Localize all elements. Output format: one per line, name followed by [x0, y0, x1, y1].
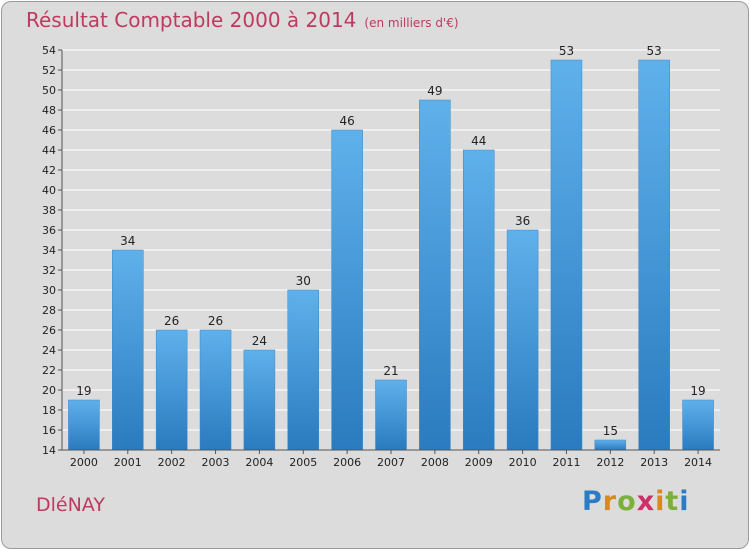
y-tick-label-52: 52	[42, 64, 56, 77]
x-tick-label-2013: 2013	[640, 456, 668, 469]
bar-2006	[331, 129, 363, 451]
value-label-2002: 26	[164, 314, 179, 328]
x-tick-label-2012: 2012	[596, 456, 624, 469]
x-tick-label-2007: 2007	[377, 456, 405, 469]
y-tick-label-42: 42	[42, 164, 56, 177]
logo-letter: o	[617, 486, 637, 517]
bar-2005	[287, 289, 320, 451]
bar-2013	[638, 59, 670, 451]
y-tick-label-30: 30	[42, 284, 56, 297]
logo-letter: x	[636, 486, 656, 517]
y-tick-label-46: 46	[42, 124, 56, 137]
y-tick-label-54: 54	[42, 44, 56, 57]
y-tick-label-34: 34	[42, 244, 56, 257]
x-tick-label-2011: 2011	[552, 456, 580, 469]
proxiti-logo: Proxiti	[582, 486, 690, 517]
y-tick-label-24: 24	[42, 344, 56, 357]
commune-name: DléNAY	[36, 494, 105, 516]
x-tick-label-2003: 2003	[202, 456, 230, 469]
bar-2007	[375, 379, 407, 451]
logo-letter: r	[602, 486, 618, 517]
value-label-2004: 24	[252, 334, 267, 348]
x-tick-label-2000: 2000	[70, 456, 98, 469]
y-tick-label-36: 36	[42, 224, 56, 237]
value-label-2000: 19	[76, 384, 91, 398]
y-tick-label-20: 20	[42, 384, 56, 397]
axes: 14 16 18 20 22 24 26 28 30 32 34 36 38 40 42 44 46 48 50 52…	[42, 44, 720, 469]
x-tick-label-2010: 2010	[509, 456, 537, 469]
bar-2010	[506, 229, 539, 451]
x-tick-label-2001: 2001	[114, 456, 142, 469]
chart-unit: (en milliers d'€)	[364, 16, 459, 30]
value-label-2009: 44	[471, 134, 486, 148]
x-tick-label-2014: 2014	[684, 456, 712, 469]
value-label-2006: 46	[339, 114, 354, 128]
y-tick-label-22: 22	[42, 364, 56, 377]
logo-letter: i	[679, 486, 690, 517]
y-tick-label-26: 26	[42, 324, 56, 337]
y-tick-label-48: 48	[42, 104, 56, 117]
bar-2012	[594, 439, 627, 451]
value-label-2001: 34	[120, 234, 135, 248]
bar-2002	[155, 329, 188, 451]
bars: 19 34 26 26 24 30 46 21 49 44 36 53 15 53 19	[68, 44, 714, 451]
x-tick-label-2008: 2008	[421, 456, 449, 469]
value-label-2013: 53	[647, 44, 662, 58]
bar-2014	[682, 399, 714, 451]
value-label-2005: 30	[296, 274, 311, 288]
logo-letter: P	[582, 486, 603, 517]
bar-2008	[419, 99, 451, 451]
logo-letter: t	[665, 486, 680, 517]
x-tick-label-2002: 2002	[158, 456, 186, 469]
value-label-2011: 53	[559, 44, 574, 58]
y-tick-label-44: 44	[42, 144, 56, 157]
value-label-2007: 21	[383, 364, 398, 378]
bar-2001	[112, 249, 144, 451]
bar-2000	[68, 399, 100, 451]
y-tick-label-50: 50	[42, 84, 56, 97]
value-label-2014: 19	[690, 384, 705, 398]
y-tick-label-38: 38	[42, 204, 56, 217]
y-tick-label-14: 14	[42, 444, 56, 457]
value-label-2012: 15	[603, 424, 618, 438]
x-tick-label-2006: 2006	[333, 456, 361, 469]
value-label-2008: 49	[427, 84, 442, 98]
y-tick-label-40: 40	[42, 184, 56, 197]
bar-2003	[199, 329, 232, 451]
bar-2011	[550, 59, 583, 451]
chart-title: Résultat Comptable 2000 à 2014 (en millie…	[26, 8, 459, 32]
bar-2004	[243, 349, 276, 451]
logo-letter: i	[655, 486, 666, 517]
value-label-2010: 36	[515, 214, 530, 228]
y-tick-label-28: 28	[42, 304, 56, 317]
y-tick-label-16: 16	[42, 424, 56, 437]
x-tick-label-2005: 2005	[289, 456, 317, 469]
value-label-2003: 26	[208, 314, 223, 328]
bar-2009	[462, 149, 495, 451]
y-tick-label-32: 32	[42, 264, 56, 277]
x-tick-label-2009: 2009	[465, 456, 493, 469]
y-tick-label-18: 18	[42, 404, 56, 417]
x-tick-label-2004: 2004	[245, 456, 273, 469]
chart-title-text: Résultat Comptable 2000 à 2014	[26, 8, 357, 32]
